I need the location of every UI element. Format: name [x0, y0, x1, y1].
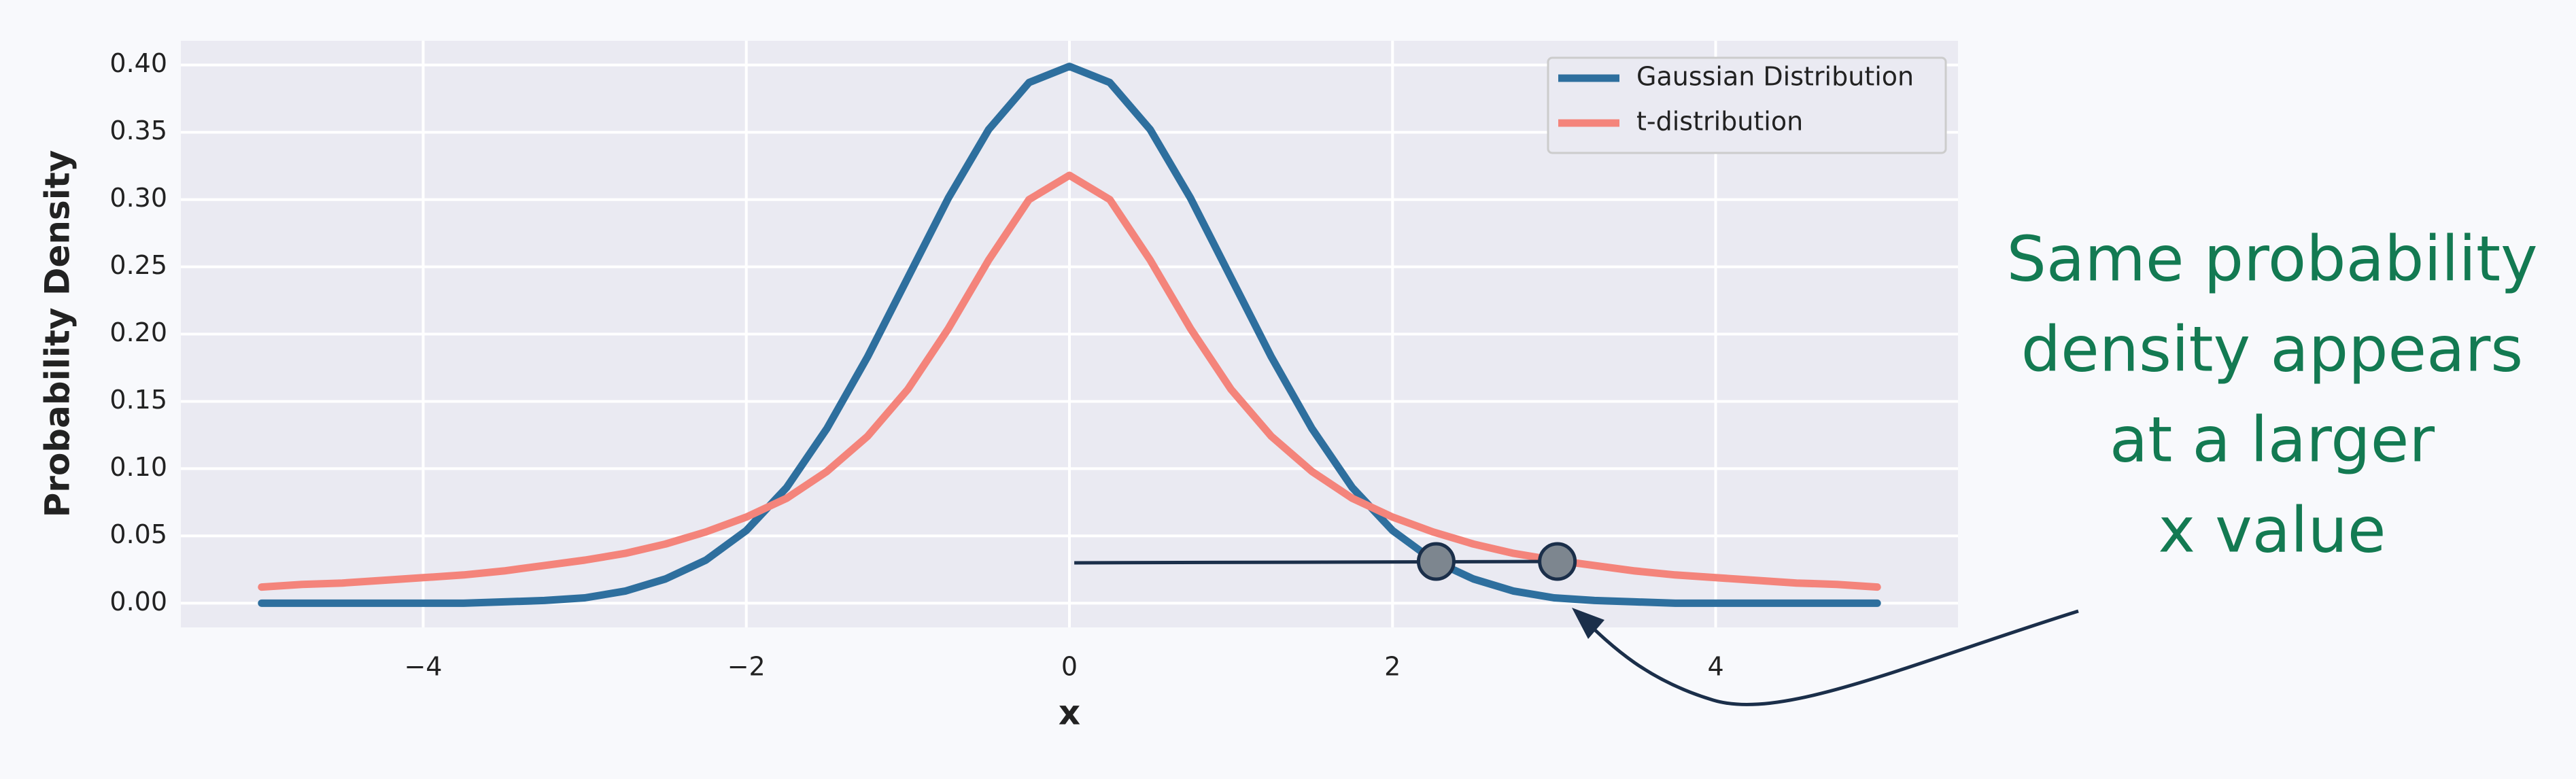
marker	[1416, 542, 1456, 581]
annotation-text: x value	[2159, 494, 2386, 566]
annotation-text: Same probability	[2006, 222, 2537, 295]
x-tick-label: −4	[404, 652, 442, 682]
marker	[1538, 542, 1577, 581]
legend: Gaussian Distribution t-distribution	[1547, 56, 1947, 154]
y-tick-label: 0.25	[109, 250, 167, 280]
x-axis-label: x	[1059, 693, 1080, 733]
annotation-text: at a larger	[2110, 403, 2435, 476]
y-tick-label: 0.10	[109, 452, 167, 482]
y-tick-label: 0.05	[109, 519, 167, 549]
y-tick-label: 0.40	[109, 48, 167, 78]
arrow-head	[1572, 608, 1604, 639]
x-tick-label: 2	[1384, 652, 1401, 682]
y-tick-label: 0.00	[109, 587, 167, 617]
y-tick-label: 0.15	[109, 385, 167, 415]
y-tick-label: 0.20	[109, 317, 167, 347]
x-tick-label: −2	[727, 652, 766, 682]
annotation-arrow	[1576, 609, 2079, 706]
y-tick-label: 0.30	[109, 183, 167, 213]
x-tick-label: 0	[1061, 652, 1078, 682]
y-tick-label: 0.35	[109, 116, 167, 145]
legend-box	[1547, 56, 1947, 154]
x-tick-label: 4	[1707, 652, 1723, 682]
legend-label: Gaussian Distribution	[1636, 62, 1914, 92]
y-axis-label: Probability Density	[38, 150, 78, 518]
guide-line	[1074, 559, 1554, 565]
series-line	[258, 63, 1881, 607]
legend-label: t-distribution	[1636, 107, 1803, 137]
annotation-text: density appears	[2021, 313, 2523, 385]
marks	[258, 63, 1881, 607]
series-line	[258, 171, 1881, 591]
